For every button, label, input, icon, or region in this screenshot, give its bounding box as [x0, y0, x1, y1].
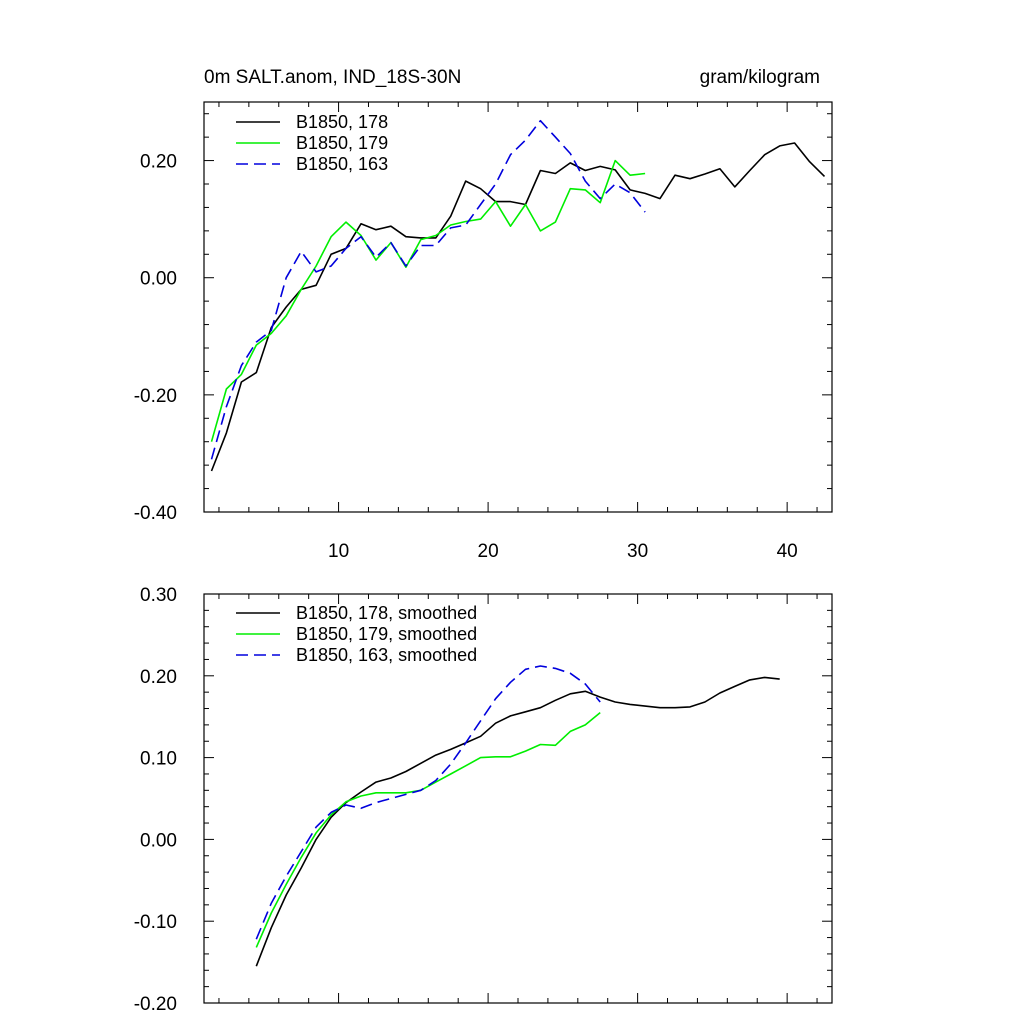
legend-label-0: B1850, 178, smoothed	[296, 603, 477, 623]
x-tick-label: 20	[478, 541, 499, 562]
y-tick-label: 0.00	[140, 830, 177, 851]
series-line-2	[210, 119, 646, 460]
legend-label-2: B1850, 163, smoothed	[296, 645, 477, 665]
y-tick-label: 0.10	[140, 749, 177, 770]
series-line-1	[210, 159, 646, 442]
series-line-2	[255, 665, 601, 940]
y-tick-label: 0.30	[140, 585, 177, 606]
series-line-0	[255, 676, 780, 967]
legend-label-1: B1850, 179	[296, 133, 388, 153]
legend-label-0: B1850, 178	[296, 112, 388, 132]
x-tick-label: 30	[627, 541, 648, 562]
units-label: gram/kilogram	[700, 67, 820, 88]
series-line-1	[255, 711, 601, 948]
y-tick-label: -0.10	[134, 912, 177, 933]
y-tick-label: 0.00	[140, 269, 177, 290]
x-tick-label: 10	[328, 541, 349, 562]
y-tick-label: 0.20	[140, 667, 177, 688]
legend-label-2: B1850, 163	[296, 154, 388, 174]
series-line-0	[210, 142, 826, 472]
legend-label-1: B1850, 179, smoothed	[296, 624, 477, 644]
y-tick-label: 0.20	[140, 152, 177, 173]
chart-title: 0m SALT.anom, IND_18S-30N	[204, 67, 461, 88]
bottom-panel: -0.20 -0.10 0.00 0.10 0.20 0.30 B1850, 178, sm…	[134, 585, 833, 1015]
y-tick-label: -0.20	[134, 994, 177, 1015]
y-tick-label: -0.40	[134, 503, 177, 524]
y-tick-label: -0.20	[134, 386, 177, 407]
x-tick-label: 40	[777, 541, 798, 562]
